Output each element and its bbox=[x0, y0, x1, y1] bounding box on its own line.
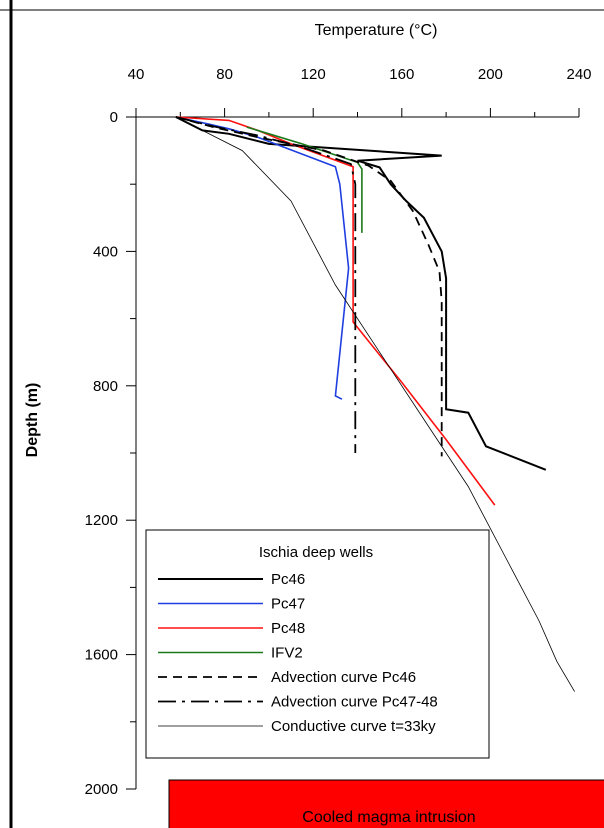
annotation-layer: Cooled magma intrusion bbox=[168, 779, 604, 828]
y-tick-label: 2000 bbox=[85, 781, 118, 798]
series-line-pc48 bbox=[175, 116, 496, 506]
y-tick-label: 1200 bbox=[85, 512, 118, 529]
magma-intrusion-box bbox=[168, 779, 604, 828]
x-tick-label: 160 bbox=[389, 66, 414, 83]
y-tick-label: 800 bbox=[93, 378, 118, 395]
x-tick-label: 240 bbox=[566, 66, 591, 83]
legend-label: IFV2 bbox=[271, 645, 303, 662]
y-tick-label: 400 bbox=[93, 243, 118, 260]
legend-label: Conductive curve t=33ky bbox=[271, 718, 436, 735]
series-line-advection-curve-pc46 bbox=[175, 116, 443, 457]
y-tick-label: 0 bbox=[110, 109, 118, 126]
y-tick-label: 1600 bbox=[85, 647, 118, 664]
x-axis-title: Temperature (°C) bbox=[315, 22, 438, 39]
legend-title: Ischia deep wells bbox=[259, 544, 373, 561]
series-line-pc47 bbox=[175, 116, 350, 400]
legend-label: Advection curve Pc46 bbox=[271, 669, 416, 686]
x-tick-label: 200 bbox=[478, 66, 503, 83]
legend-label: Pc48 bbox=[271, 620, 305, 637]
magma-intrusion-label: Cooled magma intrusion bbox=[302, 809, 475, 826]
series-lines bbox=[175, 116, 575, 692]
series-line-pc46 bbox=[175, 116, 547, 471]
x-tick-label: 40 bbox=[128, 66, 145, 83]
legend-label: Pc46 bbox=[271, 571, 305, 588]
series-line-conductive-curve-t-33ky bbox=[175, 116, 575, 692]
legend: Ischia deep wells Pc46 Pc47 Pc48 IFV2 Advecti… bbox=[145, 529, 490, 759]
legend-box bbox=[145, 529, 490, 759]
legend-label: Advection curve Pc47-48 bbox=[271, 694, 438, 711]
legend-label: Pc47 bbox=[271, 596, 305, 613]
y-axis-title: Depth (m) bbox=[24, 383, 41, 458]
x-tick-label: 120 bbox=[301, 66, 326, 83]
series-line-advection-curve-pc47-48 bbox=[175, 116, 357, 453]
x-tick-label: 80 bbox=[216, 66, 233, 83]
